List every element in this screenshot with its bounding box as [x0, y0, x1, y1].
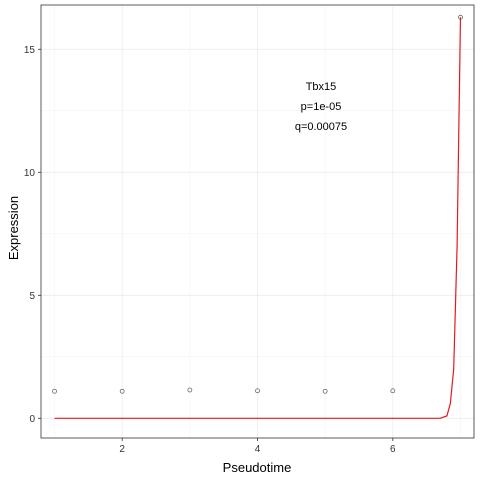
data-point [390, 388, 396, 394]
y-axis-ticks: 0 5 10 15 [24, 45, 41, 425]
x-axis-title: Pseudotime [223, 460, 292, 475]
annotation-gene: Tbx15 [306, 81, 337, 93]
fit-line-layer [54, 17, 462, 419]
data-points [52, 14, 463, 394]
data-point [119, 388, 125, 394]
y-tick-label: 15 [24, 45, 36, 56]
data-point [322, 388, 328, 394]
y-tick-label: 5 [29, 291, 35, 302]
x-axis-ticks: 2 4 6 [119, 438, 396, 455]
x-tick-label: 6 [390, 444, 396, 455]
annotation-p-value: p=1e-05 [301, 101, 342, 113]
data-point [52, 388, 57, 394]
data-point [458, 14, 463, 20]
x-tick-label: 4 [255, 444, 261, 455]
data-point [187, 387, 193, 393]
y-tick-label: 0 [29, 414, 35, 425]
annotation-q-value: q=0.00075 [295, 121, 347, 133]
x-tick-label: 2 [119, 444, 125, 455]
fit-line [54, 17, 462, 419]
y-tick-label: 10 [24, 168, 36, 179]
data-point [255, 388, 260, 394]
y-axis-title: Expression [6, 196, 21, 260]
